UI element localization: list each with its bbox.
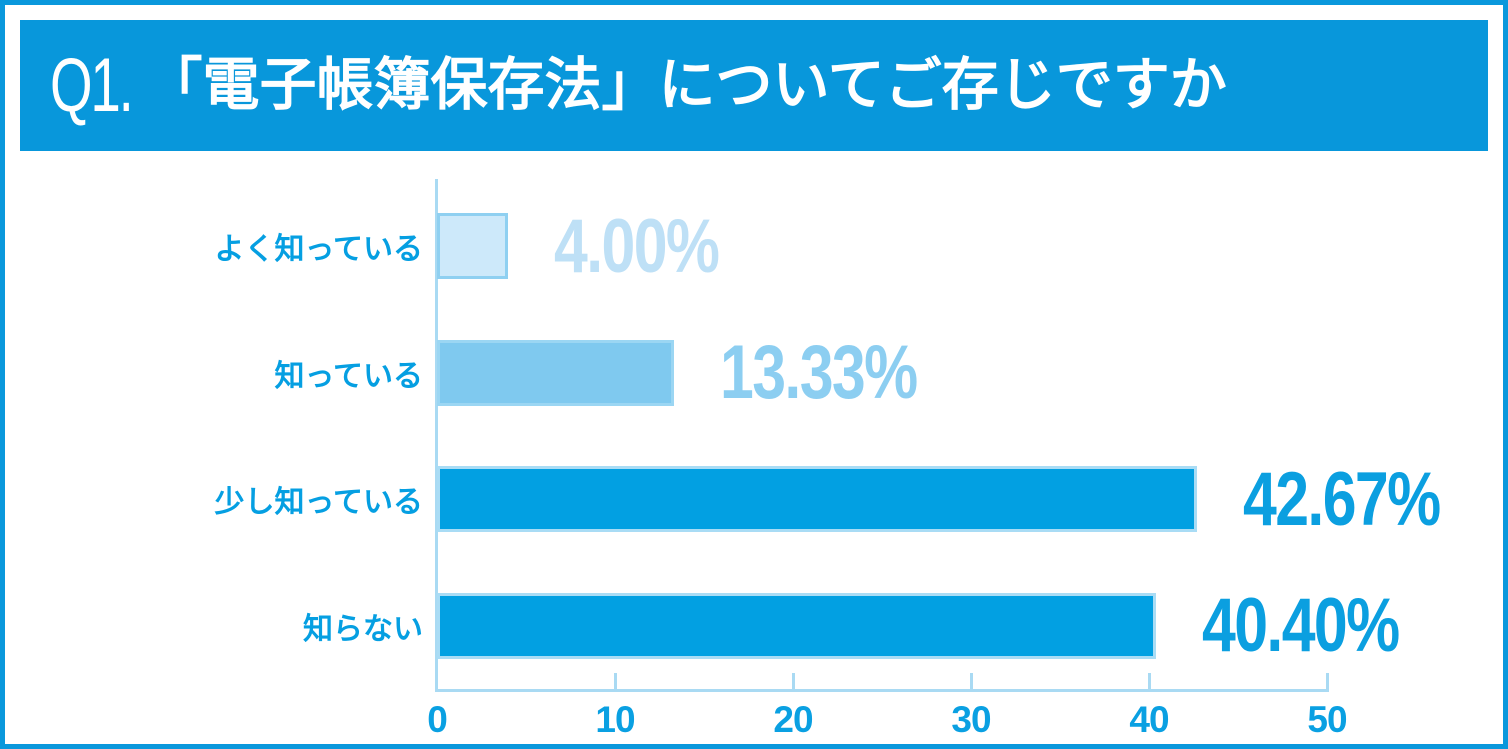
x-axis-tick-label: 40 xyxy=(1129,699,1169,740)
category-label: 少し知っている xyxy=(214,486,424,520)
x-axis-tick-label: 10 xyxy=(595,699,635,740)
bar xyxy=(437,213,509,280)
x-axis-tick xyxy=(614,673,617,689)
x-axis-tick xyxy=(1326,673,1329,689)
x-axis-tick xyxy=(970,673,973,689)
value-label: 4.00% xyxy=(554,203,720,289)
x-axis-tick xyxy=(1148,673,1151,689)
question-header: Q1. 「電子帳簿保存法」についてご存じですか xyxy=(20,20,1488,151)
value-label: 40.40% xyxy=(1202,583,1400,669)
x-axis-line xyxy=(435,689,1329,692)
y-axis-line xyxy=(435,179,438,692)
bar-chart: 0 10 20 30 40 50 よく知っている 4.00% 知っている 13.33% 少し知ってい… xyxy=(5,151,1503,744)
x-axis-tick-label: 50 xyxy=(1307,699,1347,740)
value-label: 13.33% xyxy=(720,330,918,416)
x-axis-tick-label: 0 xyxy=(427,699,448,740)
x-axis-tick-label: 30 xyxy=(951,699,991,740)
category-label: 知らない xyxy=(303,612,423,646)
bar xyxy=(437,339,675,406)
question-number: Q1. xyxy=(50,42,134,128)
question-title: 「電子帳簿保存法」についてご存じですか xyxy=(145,53,1227,117)
category-label: 知っている xyxy=(274,359,424,393)
bar xyxy=(437,466,1197,533)
x-axis-tick-label: 20 xyxy=(773,699,813,740)
x-axis-tick xyxy=(792,673,795,689)
value-label: 42.67% xyxy=(1242,456,1441,542)
category-label: よく知っている xyxy=(214,233,424,267)
bar xyxy=(437,592,1157,659)
